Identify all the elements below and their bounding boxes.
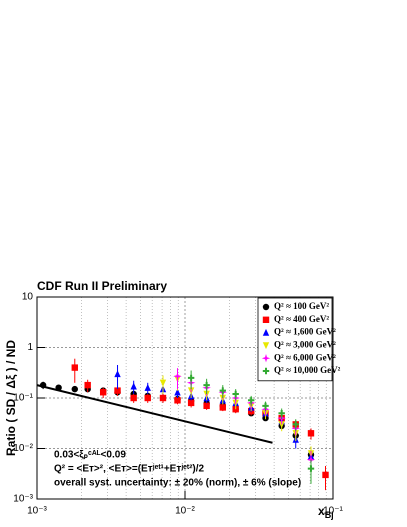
x-label-sub: Bj bbox=[325, 510, 334, 520]
y-tick-label: 10⁻³ bbox=[13, 494, 33, 505]
legend-label: Q² ≈ 1,600 GeV² bbox=[274, 327, 336, 337]
annotation: overall syst. uncertainty: ± 20% (norm),… bbox=[54, 478, 301, 489]
marker bbox=[278, 421, 285, 429]
marker bbox=[187, 374, 195, 382]
marker bbox=[322, 471, 329, 479]
legend-label: Q² ≈ 6,000 GeV² bbox=[274, 352, 336, 362]
legend-label: Q² ≈ 400 GeV² bbox=[274, 314, 329, 324]
x-label-base: x bbox=[318, 504, 325, 518]
marker bbox=[144, 394, 151, 402]
marker bbox=[187, 399, 195, 407]
y-tick-label: 1 bbox=[27, 342, 33, 353]
marker bbox=[159, 394, 167, 402]
x-tick-label: 10⁻¹ bbox=[323, 506, 343, 517]
marker bbox=[307, 430, 315, 437]
marker bbox=[114, 370, 121, 378]
y-tick-label: 10 bbox=[22, 292, 34, 303]
marker bbox=[203, 402, 210, 410]
y-tick-label: 10⁻² bbox=[13, 443, 33, 454]
marker bbox=[262, 367, 270, 375]
marker bbox=[219, 387, 226, 394]
marker bbox=[261, 354, 271, 363]
marker bbox=[262, 303, 270, 311]
y-axis-label: Ratio ( SD / Δξ ) / ND bbox=[4, 340, 18, 456]
marker bbox=[174, 397, 181, 404]
marker bbox=[71, 364, 78, 371]
marker bbox=[262, 402, 269, 410]
legend-label: Q² ≈ 100 GeV² bbox=[274, 301, 329, 311]
marker bbox=[232, 390, 239, 398]
marker bbox=[262, 342, 270, 350]
legend-label: Q² ≈ 10,000 GeV² bbox=[274, 365, 341, 375]
marker bbox=[173, 372, 182, 381]
legend-box bbox=[257, 297, 333, 382]
legend-label: Q² ≈ 3,000 GeV² bbox=[274, 339, 336, 349]
y-tick-label: 10⁻¹ bbox=[13, 393, 33, 404]
marker bbox=[292, 421, 299, 428]
marker bbox=[159, 379, 167, 387]
x-tick-label: 10⁻² bbox=[175, 506, 195, 517]
chart-title: CDF Run II Preliminary bbox=[37, 279, 167, 293]
marker bbox=[144, 383, 151, 391]
marker bbox=[278, 410, 285, 417]
marker bbox=[114, 387, 121, 394]
plot-frame bbox=[36, 296, 334, 500]
marker bbox=[262, 328, 270, 336]
marker bbox=[262, 316, 270, 323]
marker bbox=[84, 381, 91, 389]
marker bbox=[203, 381, 210, 389]
marker bbox=[307, 465, 315, 472]
x-axis-label: xBj bbox=[318, 504, 334, 520]
x-tick-label: 10⁻³ bbox=[27, 506, 47, 517]
marker bbox=[99, 389, 107, 396]
fit-line bbox=[36, 384, 273, 444]
marker bbox=[219, 404, 226, 411]
marker bbox=[174, 388, 181, 396]
marker bbox=[55, 384, 62, 391]
marker bbox=[130, 394, 137, 402]
annotation: Q² = <Eᴛ>², <Eᴛ>=(Eᴛʲᵉᵗ¹+Eᴛʲᵉᵗ²)/2 bbox=[54, 464, 205, 475]
annotation: 0.03<ξₚᶜᴬᴸ<0.09 bbox=[54, 450, 126, 461]
marker bbox=[39, 381, 47, 389]
marker bbox=[130, 382, 137, 390]
marker bbox=[247, 397, 255, 404]
marker bbox=[71, 385, 78, 393]
